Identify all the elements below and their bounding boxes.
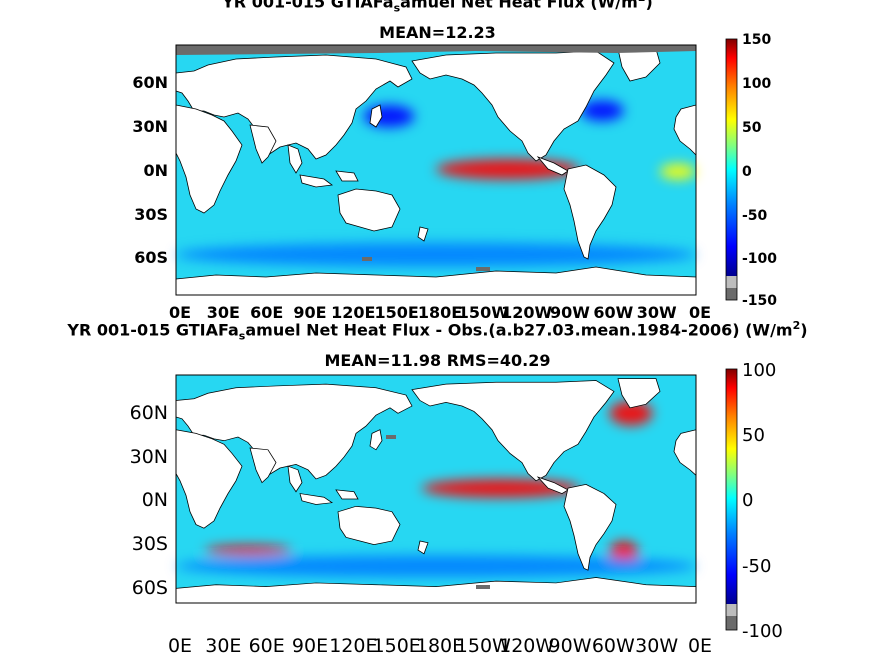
region-southern-ocean [176, 555, 696, 578]
panel2-colorbar-tick: -100 [742, 621, 783, 642]
panel2-xtick-label: 150E [373, 635, 421, 656]
panel2-ytick-label: 0N [142, 489, 168, 511]
panel1-colorbar-tick: 150 [742, 32, 771, 48]
panel1-ytick-label: 30N [132, 117, 168, 136]
panel1-ytick-label: 0N [143, 161, 168, 180]
panel1-sea-ice [176, 45, 696, 271]
panel1-xtick-label: 90W [550, 303, 590, 322]
panel2-colorbar-tick: 0 [742, 490, 753, 511]
panel2-colorbar [725, 368, 738, 631]
panel1-xtick-label: 120E [331, 303, 375, 322]
panel2-map [175, 374, 697, 604]
panel2-xtick-label: 60W [592, 635, 635, 656]
panel1-frame [175, 44, 697, 296]
panel1-ytick-label: 30S [134, 205, 168, 224]
panel1-xtick-label: 180E [418, 303, 462, 322]
region-agulhas-return [204, 545, 292, 556]
panel2-title: YR 001-015 GTIAFasamuel Net Heat Flux - … [67, 319, 808, 343]
panel1-xtick-label: 30E [207, 303, 240, 322]
region-equatorial-pacific [421, 478, 581, 498]
panel1-title: YR 001-015 GTIAFasamuel Net Heat Flux (W… [222, 0, 653, 15]
panel1-ytick-label: 60S [134, 248, 168, 267]
panel2-subtitle: MEAN=11.98 RMS=40.29 [324, 351, 551, 370]
panel2-ytick-label: 30N [130, 446, 168, 468]
panel1-xtick-label: 0E [689, 303, 711, 322]
panel2-xtick-label: 120E [329, 635, 377, 656]
panel2-xtick-label: 90W [549, 635, 592, 656]
panel1-colorbar-tick: -100 [742, 251, 777, 267]
panel2-sea-ice [386, 435, 490, 589]
panel2-xtick-label: 150W [456, 635, 511, 656]
panel1-xtick-label: 90E [293, 303, 326, 322]
panel1-xtick-label: 30W [637, 303, 677, 322]
panel1-colorbar-tick: 50 [742, 120, 762, 136]
panel1-xtick-label: 150E [375, 303, 419, 322]
panel2-xtick-label: 120W [499, 635, 554, 656]
panel2-xtick-label: 0E [168, 635, 192, 656]
panel2-xtick-label: 30W [635, 635, 678, 656]
panel2-ytick-label: 60N [130, 402, 168, 424]
panel1-colorbar-tick: -150 [742, 293, 777, 309]
panel1-map [175, 44, 697, 296]
panel1-xtick-label: 120W [501, 303, 552, 322]
panel2-xtick-label: 180E [416, 635, 464, 656]
panel1-colorbar [725, 38, 738, 301]
panel1-colorbar-tick: 100 [742, 76, 771, 92]
panel2-xtick-label: 90E [292, 635, 328, 656]
panel2-ytick-label: 60S [132, 577, 168, 599]
region-equatorial-atlantic [659, 163, 696, 180]
panel1-xtick-label: 0E [169, 303, 191, 322]
panel1-xtick-label: 150W [458, 303, 509, 322]
panel1-subtitle: MEAN=12.23 [379, 23, 496, 42]
region-brazil-malvinas [609, 540, 639, 563]
region-gulf-stream [580, 100, 624, 121]
panel2-colorbar-tick: 50 [742, 425, 765, 446]
panel2-colorbar-tick: 100 [742, 360, 776, 381]
panel1-xtick-label: 60E [250, 303, 283, 322]
panel2-xtick-label: 60E [249, 635, 285, 656]
panel1-xtick-label: 60W [593, 303, 633, 322]
panel2-xtick-label: 30E [205, 635, 241, 656]
panel1-colorbar-tick: -50 [742, 208, 768, 224]
panel2-colorbar-tick: -50 [742, 556, 771, 577]
panel1-colorbar-tick: 0 [742, 164, 752, 180]
panel2-ytick-label: 30S [132, 533, 168, 555]
panel2-xtick-label: 0E [688, 635, 712, 656]
panel2-frame [175, 374, 697, 604]
panel1-ytick-label: 60N [132, 73, 168, 92]
region-southern-ocean [176, 242, 696, 267]
region-north-atlantic-labrador [609, 400, 653, 426]
